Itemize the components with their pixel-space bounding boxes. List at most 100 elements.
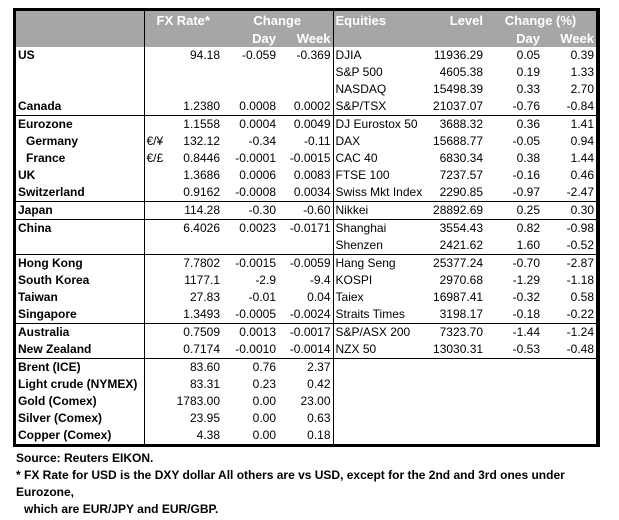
cell-week: 0.18 [278,427,334,444]
cell-eday: 0.05 [516,48,541,62]
cell-rate: 6.4026 [168,219,222,237]
cell-day: -0.0010 [235,342,276,356]
cell-day: -0.059 [241,48,276,62]
table-row: Taiwan 27.83 -0.01 0.04 Taiex 16987.41 -0.32 0.… [16,289,596,306]
cell-eday: -0.70 [485,254,543,272]
cell-rate: 0.7509 [168,323,222,341]
cell-eq: Taiex [335,290,364,304]
cell-level [431,393,485,410]
cell-eday: 1.60 [516,238,541,252]
cell-eweek: -1.24 [542,323,597,341]
header-fx-week: Week [278,29,334,47]
cell-country [16,64,145,81]
cell-country: Eurozone [16,115,145,133]
cell-rate: 23.95 [189,411,220,425]
cell-week: -0.60 [278,201,334,220]
cell-eweek: 0.30 [542,201,597,220]
cell-level: 3198.17 [439,307,484,321]
cell-pair [144,341,168,359]
cell-week [278,81,334,98]
cell-week: -0.0015 [278,150,334,167]
cell-pair [144,289,168,306]
cell-country: Light crude (NYMEX) [16,376,145,393]
cell-eweek: 0.58 [570,290,595,304]
cell-country [16,81,145,98]
cell-eday [485,427,542,444]
cell-rate: 114.28 [168,201,222,220]
cell-day: -0.0001 [235,151,276,165]
table-row: Switzerland 0.9162 -0.0008 0.0034 Swiss Mkt … [16,184,596,202]
cell-eq: KOSPI [335,273,373,287]
table-row: Canada 1.2380 0.0008 0.0002 S&P/TSX 21037.07 -… [16,98,596,116]
header-row-2: Day Week Day Week [16,29,597,47]
cell-eq: Shanghai [333,219,432,237]
cell-eday: 0.82 [485,219,543,237]
cell-level [431,358,486,376]
cell-level [431,427,485,444]
cell-eweek: -2.87 [542,254,597,272]
cell-pair [144,376,168,393]
cell-eweek: -2.47 [566,185,595,199]
cell-rate: 1.3686 [183,168,220,182]
cell-eweek: 0.39 [570,48,595,62]
cell-eq: S&P 500 [335,65,383,79]
cell-level: 2970.68 [439,273,484,287]
cell-eweek [542,427,596,444]
cell-pair [144,98,168,116]
cell-pair: €/¥ [146,134,164,148]
cell-rate: 83.31 [189,377,220,391]
cell-eq: S&P/TSX [335,99,387,113]
table-row: US 94.18 -0.059 -0.369 DJIA 11936.29 0.05 0.39 [16,47,596,64]
cell-rate: 0.9162 [183,185,220,199]
cell-eq: Hang Seng [333,254,432,272]
cell-day [222,64,278,81]
cell-eday: -0.32 [512,290,541,304]
table-row: Singapore 1.3493 -0.0005 -0.0024 Straits Tim… [16,306,596,324]
footnote-line-2: which are EUR/JPY and EUR/GBP. [24,502,219,516]
table-row: Brent (ICE) 83.60 0.76 2.37 [16,358,597,376]
cell-country: Singapore [16,306,145,324]
cell-eweek: -1.18 [566,273,595,287]
cell-level: 6830.34 [439,151,484,165]
cell-eday: -1.29 [512,273,541,287]
cell-pair [144,237,168,255]
header-equities: Equities [333,11,432,29]
cell-level: 7237.57 [439,168,484,182]
cell-country: Hong Kong [16,254,145,272]
cell-day: -0.0008 [235,185,276,199]
cell-country: Canada [16,98,145,116]
cell-level: 16987.41 [433,290,484,304]
cell-level: 25377.24 [431,254,486,272]
cell-pair: €/£ [146,151,164,165]
cell-eweek: 0.94 [570,134,595,148]
table-row: New Zealand 0.7174 -0.0010 -0.0014 NZX 50 130… [16,341,596,359]
cell-eweek [542,410,596,427]
cell-day: 0.0006 [239,168,276,182]
table-row: Japan 114.28 -0.30 -0.60 Nikkei 28892.69 0.25 0… [16,201,597,220]
footer: Source: Reuters EIKON. * FX Rate for USD… [16,450,616,518]
cell-eweek [542,393,596,410]
cell-pair [144,254,168,272]
cell-eweek: 0.46 [570,168,595,182]
market-table: FX Rate* Change Equities Level Change (%… [13,8,600,447]
cell-pair [144,358,168,376]
cell-pair [144,64,168,81]
cell-pair [144,272,168,289]
cell-eday: 0.25 [485,201,543,220]
cell-eq: S&P/ASX 200 [333,323,432,341]
cell-eweek: 1.44 [570,151,595,165]
cell-day: 0.23 [252,377,276,391]
cell-week: -0.0024 [278,306,334,324]
cell-eq: Nikkei [333,201,432,220]
cell-eweek: -0.52 [566,238,595,252]
cell-rate: 27.83 [189,290,220,304]
cell-eday [485,358,543,376]
table-row: China 6.4026 0.0023 -0.0171 Shanghai 3554.43 0… [16,219,597,237]
cell-pair [144,201,168,220]
cell-eweek: -0.98 [542,219,597,237]
cell-rate: 0.8446 [183,151,220,165]
cell-level: 4605.38 [439,65,484,79]
header-eq-week: Week [542,29,597,47]
cell-eq: Straits Times [335,307,405,321]
table-row: France €/£ 0.8446 -0.0001 -0.0015 CAC 40 6830.… [16,150,596,167]
